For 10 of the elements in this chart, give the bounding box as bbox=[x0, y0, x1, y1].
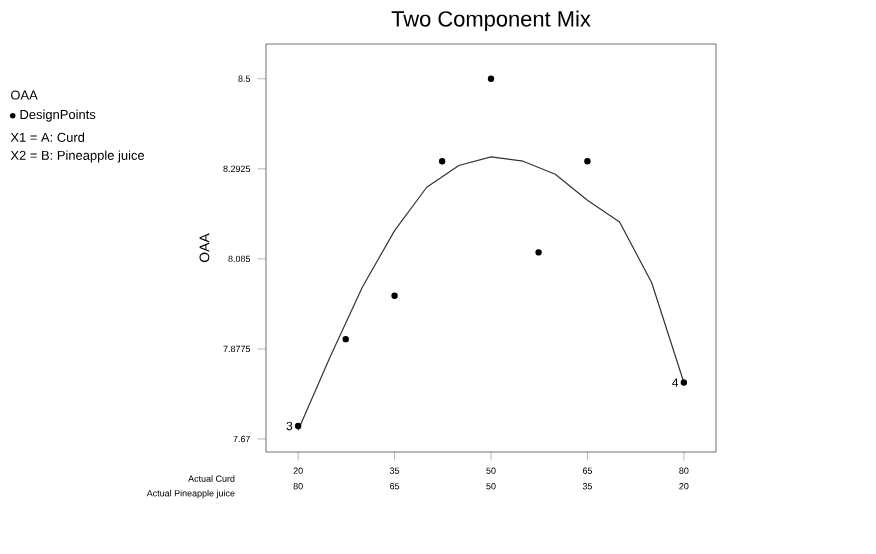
point bbox=[680, 379, 688, 386]
point bbox=[487, 75, 495, 82]
point bbox=[535, 249, 542, 256]
point bbox=[342, 335, 349, 343]
point bbox=[294, 422, 302, 430]
chart-title: Two Component Mix bbox=[391, 10, 591, 31]
point bbox=[438, 158, 446, 165]
line-series bbox=[297, 156, 685, 431]
point bbox=[584, 158, 591, 165]
point bbox=[391, 292, 398, 299]
